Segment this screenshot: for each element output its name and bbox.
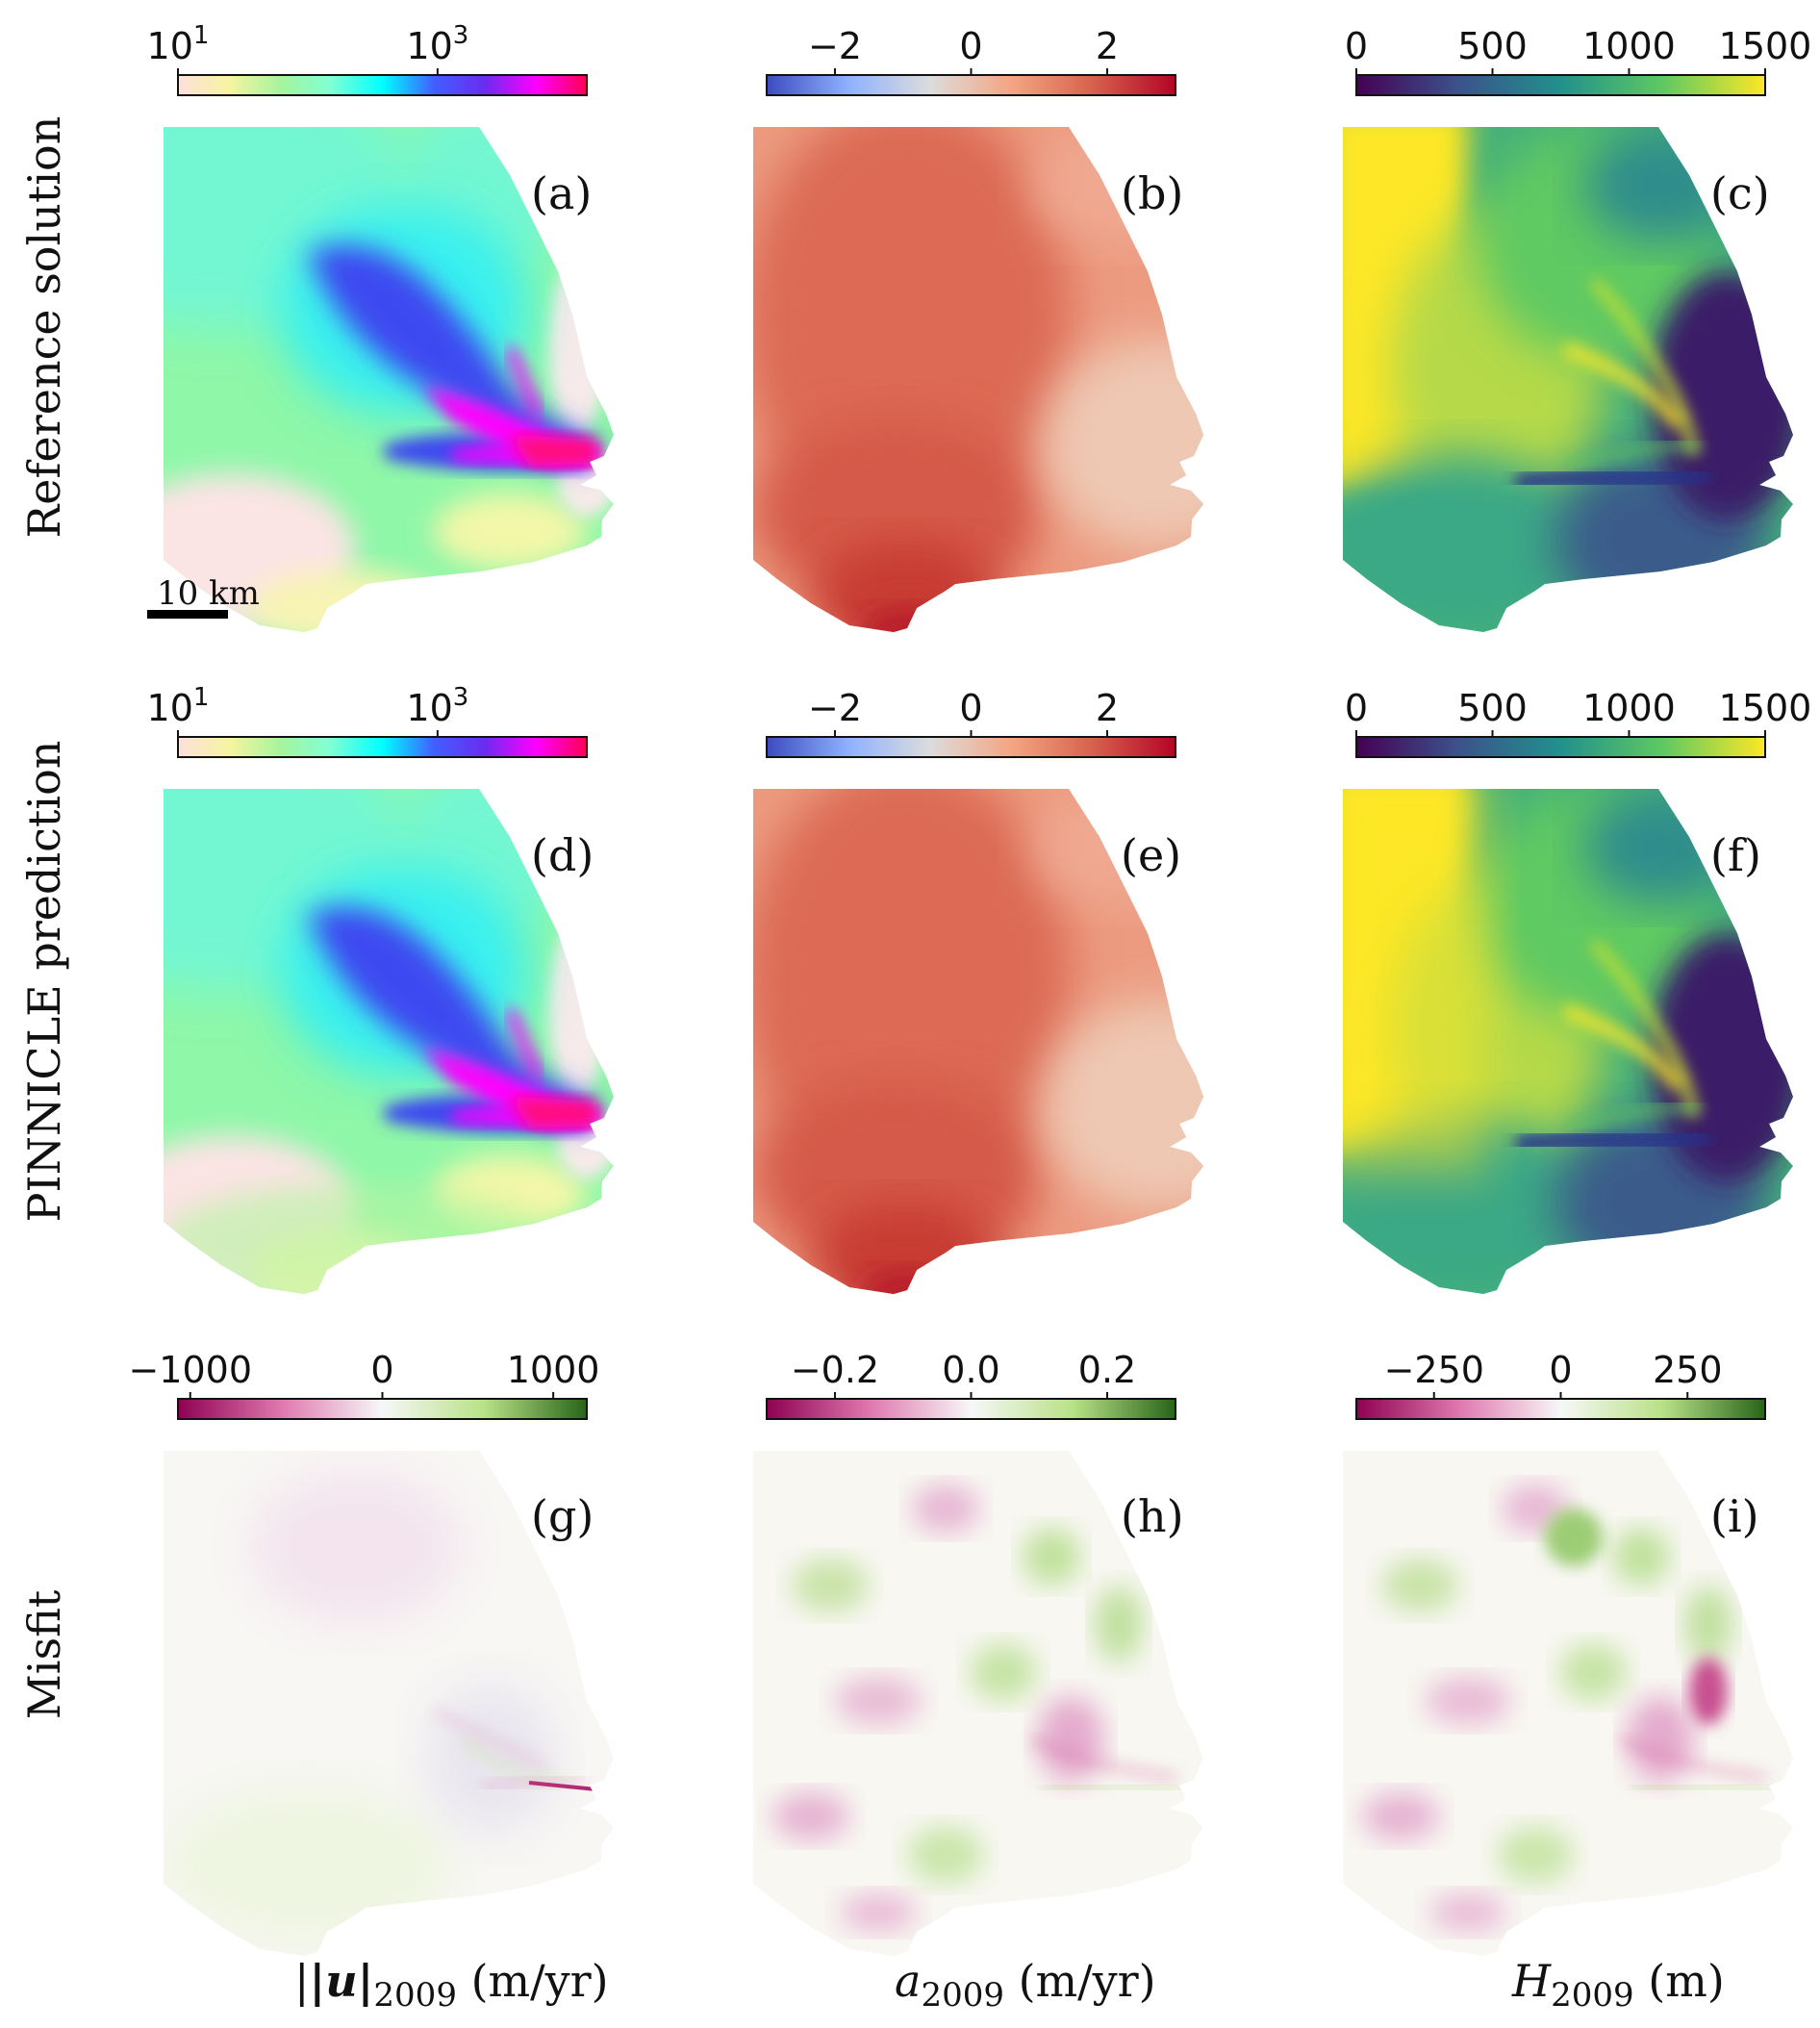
column-label-speed-sub: 2009: [373, 1976, 457, 2015]
panel-label-a: (a): [531, 167, 592, 219]
panel-label-c: (c): [1710, 167, 1770, 219]
panel-label-b: (b): [1121, 167, 1183, 219]
colorbar-tick-label: 101: [147, 21, 210, 67]
colorbar-tick-label: −2: [808, 687, 862, 729]
colorbar-tick-label: 0: [959, 687, 982, 729]
colorbar-gradient: [177, 1398, 588, 1420]
colorbar-speed-ref: 101 103: [147, 21, 588, 96]
panel-b-smb-reference: [734, 98, 1273, 656]
colorbar-tick-label: 1500: [1719, 25, 1812, 67]
panel-i-thickness-misfit: [1324, 1432, 1820, 1970]
colorbar-gradient: [1355, 736, 1766, 758]
scale-bar: [147, 610, 228, 619]
scale-bar-label: 10 km: [157, 574, 260, 613]
colorbar-smb-misfit: −0.2 0.0 0.2: [766, 1349, 1176, 1420]
row-label-prediction: PINNICLE prediction: [18, 741, 70, 1223]
colorbar-speed-pred: 101 103: [147, 683, 588, 758]
colorbar-gradient: [177, 74, 588, 96]
colorbar-tick-label: 2: [1096, 687, 1119, 729]
column-label-speed: ||u|2009 (m/yr): [294, 1955, 609, 2015]
column-label-smb: a2009 (m/yr): [895, 1955, 1156, 2015]
column-label-smb-sub: 2009: [921, 1976, 1004, 2015]
colorbar-tick-label: 500: [1457, 687, 1528, 729]
colorbar-tick-label: −2: [808, 25, 862, 67]
colorbar-tick-label: 1500: [1719, 687, 1812, 729]
colorbar-thick-pred: 0 500 1000 1500: [1345, 687, 1812, 758]
colorbars: 101 103 −2 0 2 0 500 1000 1500 101 103 −2 0 2 0 500 1000…: [128, 21, 1812, 1420]
colorbar-tick-label: 0: [1345, 25, 1368, 67]
colorbar-thick-misfit: −250 0 250: [1355, 1349, 1766, 1420]
colorbar-gradient: [177, 736, 588, 758]
colorbar-gradient: [1355, 1398, 1766, 1420]
panel-d-speed-prediction: [164, 722, 645, 1294]
panel-label-h: (h): [1121, 1490, 1184, 1542]
column-label-smb-main: a: [895, 1955, 921, 2007]
colorbar-tick-label: 250: [1653, 1349, 1723, 1391]
colorbar-tick-label: 0: [1549, 1349, 1572, 1391]
colorbar-tick-label: 0: [370, 1349, 393, 1391]
column-label-thickness: H2009 (m): [1511, 1955, 1725, 2015]
row-label-misfit: Misfit: [18, 1589, 70, 1719]
panel-label-i: (i): [1710, 1490, 1759, 1542]
column-label-thickness-unit: (m): [1634, 1955, 1725, 2007]
colorbar-tick-label: 0.0: [942, 1349, 999, 1391]
colorbar-tick-label: 1000: [507, 1349, 600, 1391]
colorbar-tick-label: 0.2: [1078, 1349, 1136, 1391]
colorbar-smb-ref: −2 0 2: [766, 25, 1176, 96]
panel-label-g: (g): [531, 1490, 594, 1542]
colorbar-tick-label: 500: [1457, 25, 1528, 67]
column-label-thickness-main: H: [1511, 1955, 1552, 2007]
colorbar-tick-label: −1000: [128, 1349, 252, 1391]
colorbar-tick-label: 0: [959, 25, 982, 67]
column-label-speed-unit: (m/yr): [457, 1955, 609, 2007]
panel-label-f: (f): [1710, 829, 1761, 881]
column-label-speed-main: |u|: [310, 1955, 374, 2007]
colorbar-tick-label: 2: [1096, 25, 1119, 67]
column-label-thickness-sub: 2009: [1551, 1976, 1634, 2015]
colorbar-tick-label: 1000: [1582, 687, 1676, 729]
colorbar-gradient: [766, 1398, 1176, 1420]
colorbar-tick-label: 101: [147, 683, 210, 729]
panel-e-smb-prediction: [734, 760, 1273, 1318]
colorbar-tick-label: 0: [1345, 687, 1368, 729]
panel-a-speed-reference: [29, 60, 645, 646]
panel-label-e: (e): [1121, 829, 1181, 881]
colorbar-tick-label: 103: [406, 21, 468, 67]
colorbar-smb-pred: −2 0 2: [766, 687, 1176, 758]
panel-label-d: (d): [531, 829, 594, 881]
colorbar-tick-label: −250: [1384, 1349, 1484, 1391]
colorbar-gradient: [766, 736, 1176, 758]
colorbar-gradient: [1355, 74, 1766, 96]
row-label-reference: Reference solution: [18, 116, 70, 539]
colorbar-gradient: [766, 74, 1176, 96]
panel-f-thickness-prediction: [1343, 789, 1820, 1308]
colorbar-speed-misfit: −1000 0 1000: [128, 1349, 600, 1420]
colorbar-thick-ref: 0 500 1000 1500: [1345, 25, 1812, 96]
column-label-smb-unit: (m/yr): [1004, 1955, 1156, 2007]
colorbar-tick-label: 103: [406, 683, 468, 729]
colorbar-tick-label: 1000: [1582, 25, 1676, 67]
colorbar-tick-label: −0.2: [791, 1349, 879, 1391]
